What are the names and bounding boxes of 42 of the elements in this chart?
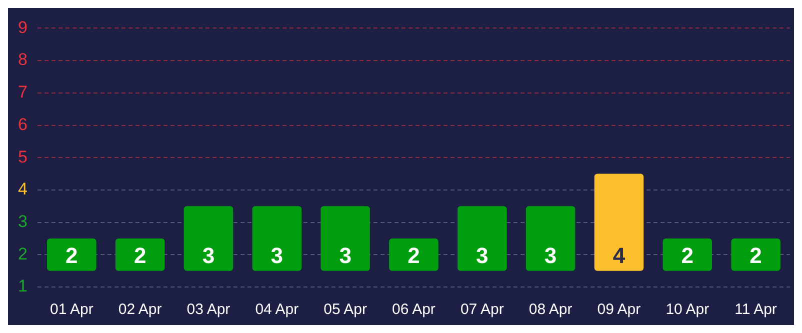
x-tick-label: 02 Apr	[118, 301, 162, 318]
bar	[662, 238, 712, 271]
bar	[252, 206, 302, 271]
x-tick-label: 11 Apr	[734, 301, 777, 318]
y-tick-label: 3	[18, 212, 28, 231]
data-label: 3	[202, 242, 215, 268]
y-tick-label: 6	[18, 114, 28, 134]
data-label: 2	[408, 242, 420, 268]
x-tick-label: 03 Apr	[186, 301, 230, 318]
y-tick-label: 8	[18, 50, 28, 70]
bar	[458, 206, 507, 271]
bar	[47, 238, 96, 271]
bar	[115, 238, 165, 271]
bar	[184, 206, 234, 271]
data-label: 3	[270, 242, 284, 268]
x-tick-label: 10 Apr	[666, 301, 710, 318]
x-tick-label: 08 Apr	[528, 301, 572, 318]
bar	[731, 238, 780, 271]
x-tick-label: 06 Apr	[392, 301, 436, 318]
x-tick-label: 04 Apr	[255, 301, 299, 318]
data-label: 2	[66, 242, 78, 268]
y-tick-label: 4	[18, 180, 28, 199]
y-tick-label: 2	[18, 244, 28, 264]
data-label: 2	[750, 242, 762, 268]
x-tick-label: 09 Apr	[597, 301, 641, 318]
x-tick-label: 05 Apr	[324, 301, 367, 318]
bar	[526, 206, 576, 271]
data-label: 3	[476, 242, 488, 268]
y-tick-label: 5	[18, 147, 28, 166]
y-tick-label: 7	[18, 82, 28, 102]
data-label: 4	[612, 242, 626, 268]
x-tick-label: 07 Apr	[460, 301, 504, 318]
bar	[594, 174, 644, 271]
data-label: 3	[544, 242, 557, 268]
data-label: 2	[681, 242, 694, 268]
x-tick-label: 01 Apr	[50, 301, 94, 318]
bar	[320, 206, 370, 271]
y-tick-label: 1	[18, 276, 28, 296]
data-label: 3	[339, 242, 352, 268]
y-tick-label: 9	[18, 18, 28, 37]
data-label: 2	[134, 242, 146, 268]
bar	[389, 238, 438, 271]
